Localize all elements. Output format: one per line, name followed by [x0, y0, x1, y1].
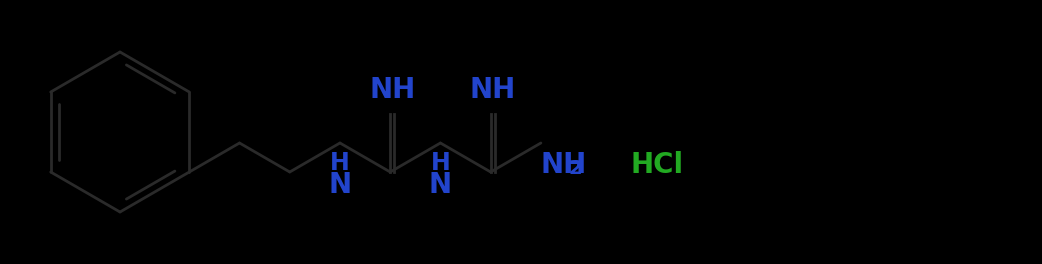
Text: HCl: HCl — [630, 151, 684, 179]
Text: N: N — [429, 171, 452, 199]
Text: H: H — [430, 151, 450, 175]
Text: 2: 2 — [569, 159, 582, 178]
Text: NH: NH — [369, 76, 416, 104]
Text: N: N — [328, 171, 351, 199]
Text: NH: NH — [541, 151, 587, 179]
Text: H: H — [330, 151, 350, 175]
Text: NH: NH — [470, 76, 516, 104]
